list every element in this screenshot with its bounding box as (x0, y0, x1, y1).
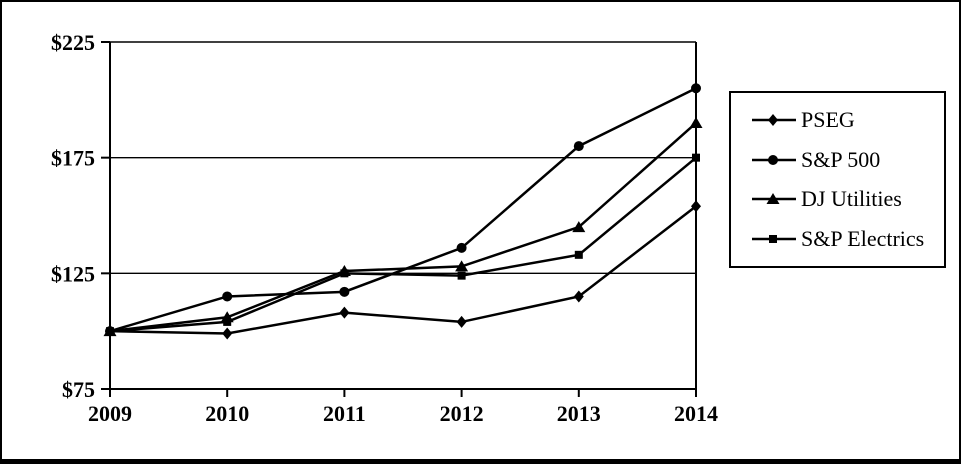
s-p-500-marker-2013 (573, 141, 584, 152)
sp-electrics-line-marker-icon (752, 235, 796, 244)
x-axis-label-2009: 2009 (88, 401, 132, 426)
s-p-electrics-marker-2012 (457, 271, 466, 280)
pseg-marker-2013 (573, 290, 584, 303)
x-axis-label-2010: 2010 (205, 401, 249, 426)
legend-label-sp500: S&P 500 (801, 146, 881, 172)
legend-item-dj-utilities: DJ Utilities (752, 186, 944, 212)
series-line-dj-utilities (109, 122, 697, 333)
legend: PSEG S&P 500 DJ Utilities S&P Electrics (729, 91, 946, 268)
s-p-electrics-marker-2011 (340, 269, 349, 278)
s-p-electrics-marker-2013 (574, 250, 583, 259)
s-p-500-marker-2011 (339, 286, 350, 297)
pseg-marker-2011 (339, 306, 350, 319)
legend-label-sp-electrics: S&P Electrics (801, 226, 925, 252)
x-axis-label-2014: 2014 (674, 401, 718, 426)
dj-utilities-marker-2013 (572, 221, 586, 233)
series-line-s-p-500 (109, 87, 697, 333)
x-axis-label-2013: 2013 (557, 401, 601, 426)
x-axis-label-2011: 2011 (323, 401, 366, 426)
y-axis-label-75: $75 (62, 377, 95, 402)
legend-label-pseg: PSEG (801, 106, 855, 132)
s-p-500-marker-2014 (691, 83, 701, 94)
y-axis-label-175: $175 (51, 146, 95, 171)
legend-label-dj-utilities: DJ Utilities (801, 186, 902, 212)
sp500-line-marker-icon (752, 154, 796, 165)
series-line-pseg (109, 205, 697, 335)
legend-item-sp-electrics: S&P Electrics (752, 226, 944, 252)
legend-key-marker-diamond (768, 113, 778, 126)
dj-utilities-line-marker-icon (752, 193, 796, 205)
legend-item-pseg: PSEG (752, 107, 944, 133)
pseg-line-marker-icon (752, 113, 796, 126)
s-p-electrics-marker-2010 (223, 317, 232, 326)
s-p-500-marker-2010 (222, 291, 233, 302)
legend-key-marker-circle (768, 154, 778, 165)
pseg-marker-2010 (222, 327, 233, 340)
pseg-marker-2014 (691, 200, 701, 213)
y-axis-label-225: $225 (51, 30, 95, 55)
y-axis-label-125: $125 (51, 261, 95, 286)
dj-utilities-marker-2012 (455, 260, 469, 272)
s-p-500-marker-2012 (456, 242, 467, 253)
dj-utilities-marker-2014 (689, 116, 703, 128)
legend-item-sp500: S&P 500 (752, 147, 944, 173)
legend-key-marker-triangle (766, 193, 780, 205)
x-axis-label-2012: 2012 (440, 401, 484, 426)
s-p-electrics-marker-2014 (692, 153, 700, 162)
series-line-s-p-electrics (109, 156, 697, 333)
s-p-electrics-marker-2009 (106, 327, 114, 336)
legend-key-marker-square (769, 235, 777, 244)
pseg-marker-2012 (456, 315, 467, 328)
